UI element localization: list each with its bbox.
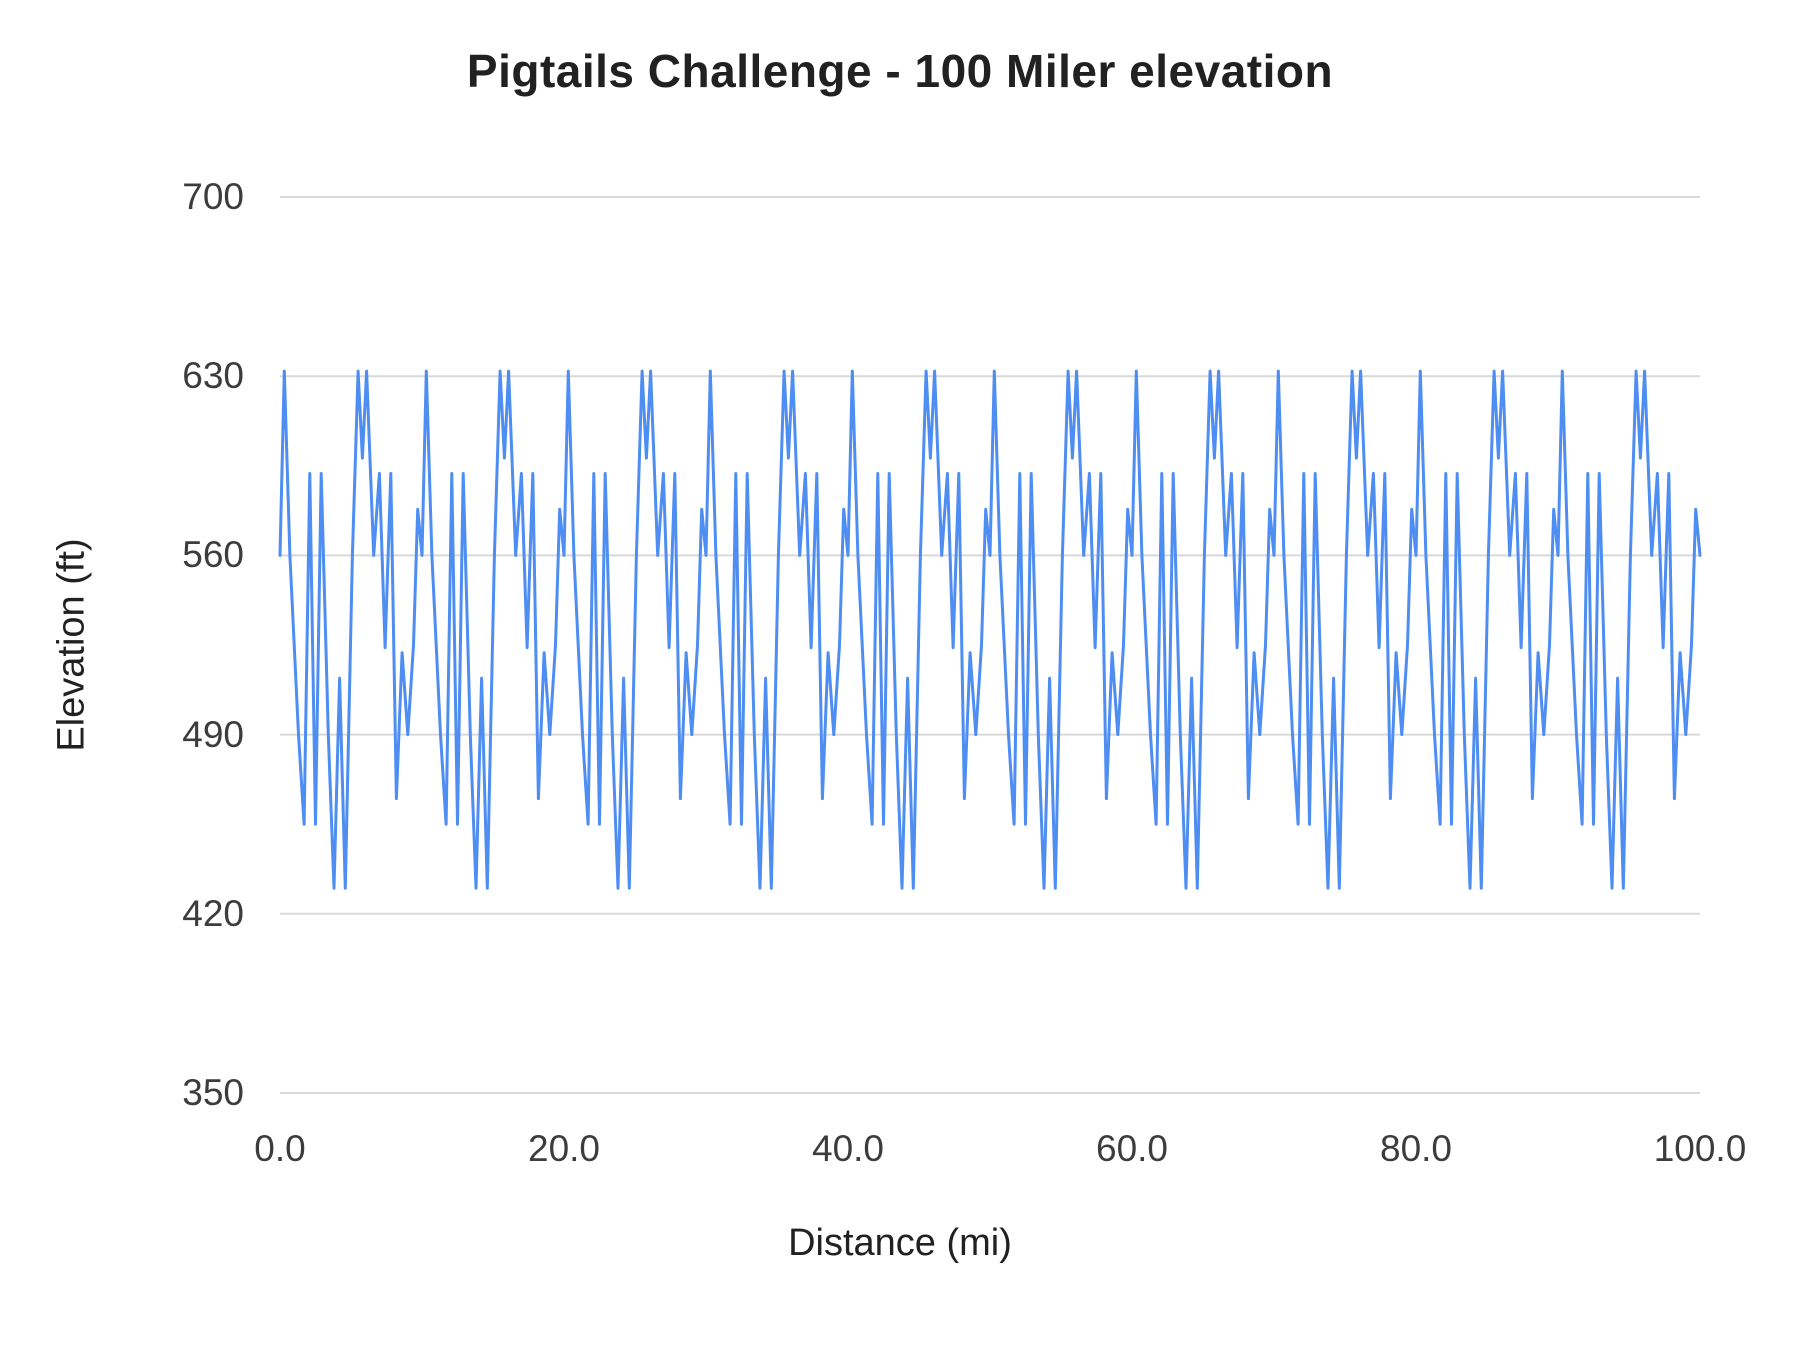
chart-title: Pigtails Challenge - 100 Miler elevation	[466, 45, 1334, 97]
x-axis-title: Distance (mi)	[788, 1222, 1012, 1264]
x-tick-label: 100.0	[1653, 1128, 1747, 1169]
elevation-line-plot	[278, 196, 1702, 1094]
y-tick-label: 420	[182, 892, 244, 934]
x-tick-label: 0.0	[254, 1128, 306, 1169]
plot-area	[278, 196, 1702, 1094]
y-tick-label: 630	[182, 355, 244, 397]
x-tick-label: 60.0	[1095, 1128, 1169, 1169]
y-tick-label: 700	[182, 176, 244, 217]
x-tick-label: 80.0	[1379, 1128, 1453, 1169]
x-tick-label: 20.0	[527, 1128, 601, 1169]
y-tick-label: 350	[182, 1072, 244, 1113]
elevation-series-line	[278, 369, 1702, 890]
y-tick-label: 560	[182, 534, 244, 576]
y-tick-label: 490	[182, 713, 244, 755]
y-axis-tick-labels: 350 420 490 560 630 700	[0, 176, 244, 1113]
x-tick-label: 40.0	[811, 1128, 885, 1169]
x-axis-tick-labels: 0.0 20.0 40.0 60.0 80.0 100.0	[254, 1128, 1746, 1176]
